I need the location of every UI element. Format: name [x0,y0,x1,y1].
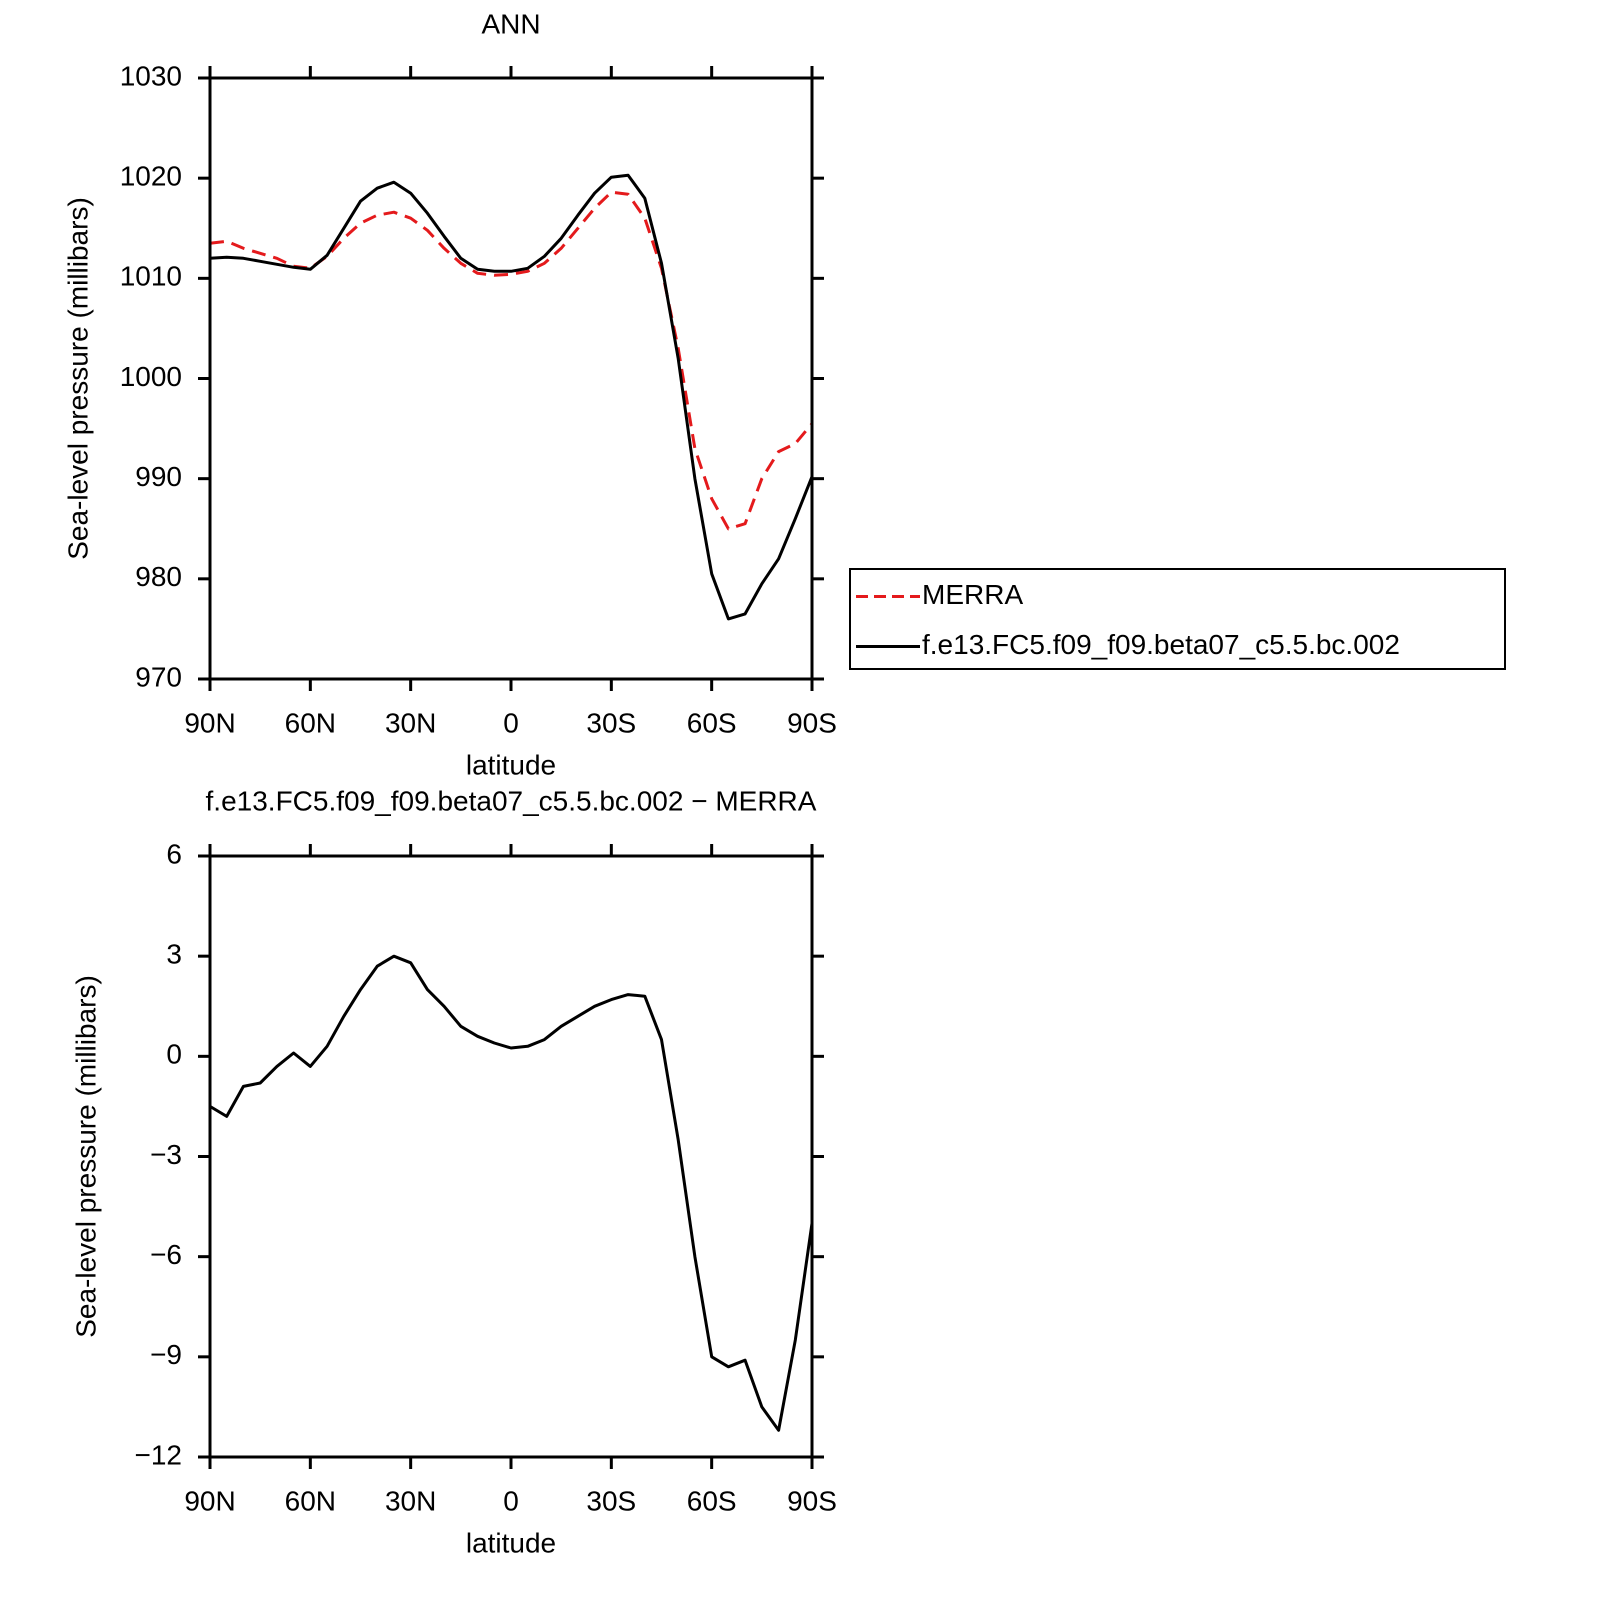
x-tick-label: 0 [503,707,519,738]
legend-box [849,568,1506,670]
x-tick-label: 60N [285,707,336,738]
x-tick-label: 30N [385,707,436,738]
y-axis-label: Sea-level pressure (millibars) [62,197,93,560]
x-tick-label: 60N [285,1485,336,1516]
y-tick-label: −12 [135,1439,183,1470]
x-tick-label: 30S [586,1485,636,1516]
y-tick-label: 1020 [120,161,182,192]
y-tick-label: 6 [166,838,182,869]
x-tick-label: 60S [687,707,737,738]
x-tick-label: 60S [687,1485,737,1516]
x-tick-label: 30N [385,1485,436,1516]
x-tick-label: 90N [184,1485,235,1516]
x-tick-label: 30S [586,707,636,738]
y-tick-label: −6 [150,1239,182,1270]
data-line [209,190,814,531]
y-tick-label: 1010 [120,261,182,292]
legend-label: f.e13.FC5.f09_f09.beta07_c5.5.bc.002 [922,629,1400,660]
y-axis-label: Sea-level pressure (millibars) [70,975,101,1338]
plot-frame [208,76,814,681]
y-tick-label: 990 [135,461,182,492]
y-tick-label: 980 [135,561,182,592]
legend-label: MERRA [922,579,1023,610]
chart-title: ANN [481,8,540,39]
data-line [209,173,814,621]
x-tick-label: 0 [503,1485,519,1516]
data-line [209,954,814,1432]
y-tick-label: −9 [150,1339,182,1370]
x-tick-label: 90S [787,707,837,738]
y-tick-label: 3 [166,939,182,970]
y-tick-label: 1030 [120,60,182,91]
plot-frame [208,854,814,1459]
x-axis-label: latitude [466,1527,556,1558]
x-tick-label: 90N [184,707,235,738]
y-tick-label: 970 [135,661,182,692]
y-tick-label: 0 [166,1039,182,1070]
x-axis-label: latitude [466,749,556,780]
x-tick-label: 90S [787,1485,837,1516]
chart-title: f.e13.FC5.f09_f09.beta07_c5.5.bc.002 − M… [206,785,817,816]
y-tick-label: −3 [150,1139,182,1170]
y-tick-label: 1000 [120,361,182,392]
